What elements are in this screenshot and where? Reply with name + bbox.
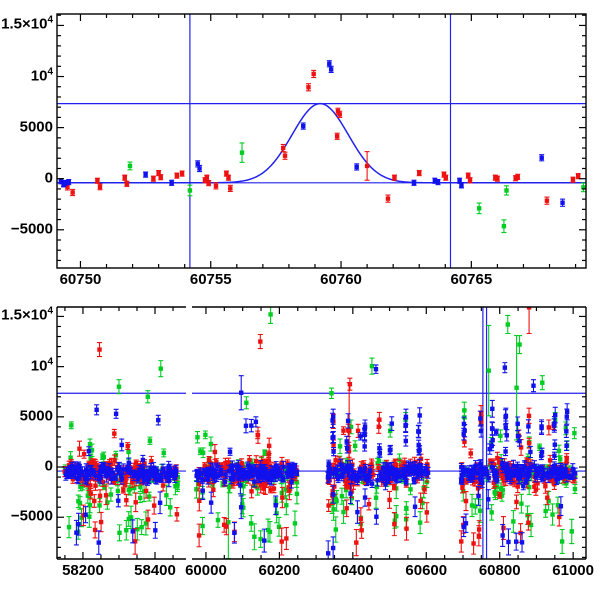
tick-label: 60000 xyxy=(185,562,227,579)
tick-label: 1.5×104 xyxy=(1,306,53,325)
tick-label: 60200 xyxy=(258,562,301,579)
tick-label: 1.5×104 xyxy=(1,15,53,34)
tick-label: −5000 xyxy=(10,507,53,525)
tick-label: 60800 xyxy=(478,562,521,579)
tick-label: 5000 xyxy=(19,118,53,136)
tick-label: 61000 xyxy=(552,562,594,579)
tick-label: 58400 xyxy=(134,562,176,579)
tick-label: 60750 xyxy=(59,271,102,288)
tick-label: −5000 xyxy=(10,220,53,238)
tick-label: 5000 xyxy=(19,407,53,425)
tick-label: 0 xyxy=(44,169,53,187)
tick-label: 104 xyxy=(30,356,53,375)
tick-label: 60755 xyxy=(189,271,232,288)
tick-label: 58200 xyxy=(62,562,104,579)
tick-label: 60760 xyxy=(320,271,362,288)
tick-label: 60765 xyxy=(450,271,493,288)
tick-label: 104 xyxy=(30,66,53,85)
tick-label: 60400 xyxy=(331,562,374,579)
tick-label: 60600 xyxy=(405,562,448,579)
tick-label: 0 xyxy=(44,457,53,475)
